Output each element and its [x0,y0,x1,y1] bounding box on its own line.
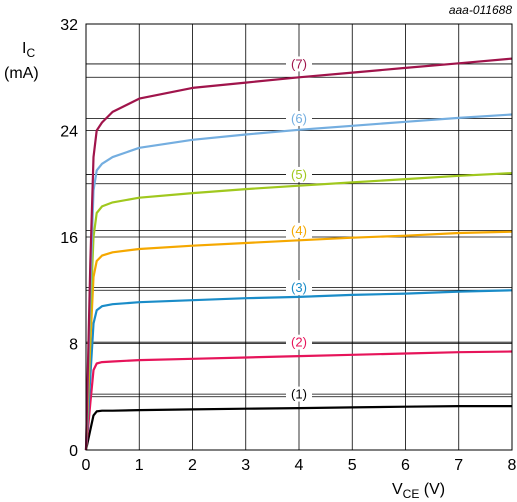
y-axis-label: IC [22,40,35,60]
y-tick-label: 8 [69,337,78,354]
curve-label-bg [286,56,312,72]
x-axis-label-main: V [392,481,403,498]
x-tick-label: 3 [241,457,250,474]
y-tick-label: 16 [60,230,78,247]
y-axis-label-main: I [22,40,26,57]
x-tick-label: 6 [401,457,410,474]
x-tick-label: 1 [135,457,144,474]
x-tick-label: 7 [454,457,463,474]
curve-label-bg [286,386,312,402]
y-tick-labels: 0 8 16 24 32 [60,17,78,460]
series-line [84,350,513,451]
series-line [84,57,513,451]
series-line [84,113,513,451]
y-axis-label-sub: C [26,46,35,60]
curve-label: (4) [291,223,307,238]
y-tick-label: 32 [60,17,78,34]
curve-label-bg [286,166,312,182]
curve-label-bg [286,334,312,350]
curve-label: (1) [291,387,307,402]
curve-label: (3) [291,280,307,295]
curve-labels: (1) (2) (3) (4) (5) (6) (7) [286,56,312,402]
series-line [84,405,512,451]
series-line [84,289,513,451]
y-tick-label: 0 [69,443,78,460]
curve-label: (6) [291,111,307,126]
series-line [84,172,513,451]
curve-label: (2) [291,335,307,350]
x-tick-label: 0 [82,457,91,474]
curve-label-bg [286,222,312,238]
x-tick-label: 2 [188,457,197,474]
x-axis-label-unit: (V) [419,481,445,498]
series-lines [84,57,513,451]
y-axis-unit: (mA) [4,65,39,82]
curve-label-bg [286,111,312,127]
x-tick-label: 4 [295,457,304,474]
figure-code: aaa-011688 [449,3,512,17]
x-tick-labels: 0 1 2 3 4 5 6 7 8 [82,457,517,474]
series-line [84,230,513,451]
y-tick-label: 24 [60,124,78,141]
curve-label: (5) [291,167,307,182]
curve-label: (7) [291,56,307,71]
x-tick-label: 5 [348,457,357,474]
x-axis-label-sub: CE [403,487,420,501]
x-axis-label: VCE (V) [392,481,445,501]
curve-label-bg [286,280,312,296]
x-tick-label: 8 [508,457,517,474]
plot-frame [85,23,513,451]
